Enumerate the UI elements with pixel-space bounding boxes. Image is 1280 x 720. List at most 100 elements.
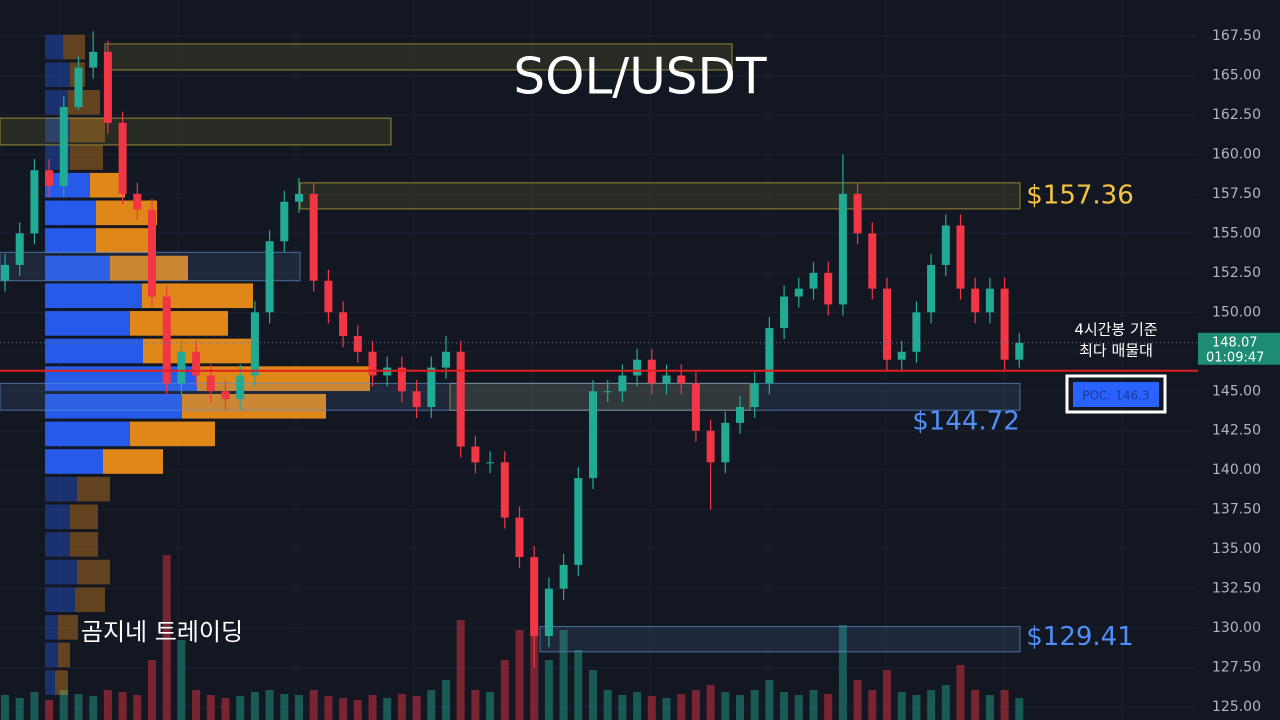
zone-label: $157.36 — [1026, 181, 1134, 211]
y-tick-label: 160.00 — [1212, 146, 1261, 162]
volume-bar — [706, 685, 715, 720]
volume-bar — [912, 695, 921, 720]
volume-bar — [309, 690, 318, 720]
volume-profile-down — [63, 34, 85, 60]
volume-bar — [265, 690, 274, 720]
candle-body — [515, 517, 524, 558]
candle-body — [706, 430, 715, 463]
candle-body — [868, 233, 877, 289]
volume-bar — [677, 694, 686, 720]
volume-bar — [221, 698, 230, 720]
volume-profile-up — [45, 642, 58, 668]
candle-body — [603, 391, 612, 393]
zone — [0, 117, 392, 146]
candle-body — [45, 170, 54, 186]
y-tick-label: 125.00 — [1212, 699, 1261, 715]
y-tick-label: 152.50 — [1212, 265, 1261, 281]
volume-bar — [1, 695, 9, 720]
candle-body — [559, 564, 568, 589]
volume-bar — [559, 630, 568, 720]
volume-profile-up — [45, 449, 103, 474]
candle-body — [89, 51, 98, 68]
candle-body — [794, 288, 803, 297]
volume-bar — [412, 696, 421, 720]
volume-bar — [838, 625, 847, 720]
volume-bar — [295, 695, 303, 720]
volume-bar — [883, 670, 891, 720]
volume-bar — [30, 692, 39, 720]
volume-profile-up — [45, 559, 77, 585]
candle-body — [133, 193, 142, 210]
last-price-tag — [1198, 332, 1280, 365]
zone-label: $129.41 — [1026, 622, 1134, 652]
watermark: 곰지네 트레이딩 — [81, 618, 243, 646]
y-tick-label: 137.50 — [1212, 502, 1261, 518]
y-tick-label: 127.50 — [1212, 660, 1261, 676]
volume-profile-down — [58, 615, 78, 640]
volume-profile-up — [45, 228, 96, 253]
candle-body — [339, 312, 348, 336]
volume-profile-down — [96, 228, 150, 253]
volume-bar — [736, 695, 744, 720]
candle-body — [721, 422, 730, 463]
candle-body — [103, 51, 112, 123]
volume-bar — [15, 698, 24, 720]
candle-body — [500, 462, 509, 518]
zone-label: $144.72 — [912, 407, 1020, 437]
candle-body — [765, 328, 774, 384]
volume-profile-down — [182, 393, 326, 419]
volume-bar — [544, 660, 553, 720]
volume-bar — [133, 695, 142, 720]
volume-bar — [236, 696, 245, 720]
volume-bar — [162, 555, 171, 720]
volume-profile-up — [45, 615, 58, 640]
candle-body — [30, 170, 39, 234]
volume-profile-down — [77, 476, 110, 502]
candle-body — [250, 312, 259, 376]
volume-bar — [1015, 698, 1024, 720]
volume-profile-down — [68, 90, 100, 115]
candle-body — [809, 272, 818, 289]
volume-profile-down — [130, 421, 215, 447]
volume-profile-up — [45, 532, 70, 557]
volume-bar — [353, 700, 362, 720]
candle-body — [956, 225, 965, 289]
y-tick-label: 165.00 — [1212, 67, 1261, 83]
candle-body — [442, 351, 450, 368]
candle-body — [353, 336, 362, 352]
volume-profile-down — [70, 117, 105, 143]
zone — [299, 182, 1021, 210]
y-tick-label: 162.50 — [1212, 107, 1261, 123]
volume-bar — [691, 690, 700, 720]
candle-body — [912, 312, 921, 352]
volume-profile-down — [77, 559, 110, 585]
volume-bar — [662, 698, 671, 720]
volume-bar — [515, 630, 524, 720]
candle-body — [206, 375, 215, 392]
volume-profile-down — [70, 145, 103, 170]
candle-body — [236, 375, 245, 400]
candle-body — [162, 296, 171, 384]
poc-box — [1073, 382, 1159, 407]
candle-body — [736, 407, 744, 423]
candle-body — [397, 367, 406, 392]
candle-body — [59, 107, 68, 186]
volume-bar — [897, 692, 906, 720]
volume-bar — [750, 690, 759, 720]
volume-profile-down — [142, 283, 253, 309]
volume-bar — [324, 696, 333, 720]
volume-profile-up — [45, 34, 63, 60]
volume-bar — [89, 696, 98, 720]
candle-body — [838, 193, 847, 305]
y-tick-label: 145.00 — [1212, 383, 1261, 399]
candle-body — [618, 375, 627, 392]
candle-body — [544, 588, 553, 636]
volume-profile-down — [70, 504, 98, 530]
volume-bar — [59, 690, 68, 720]
volume-bar — [927, 690, 936, 720]
candle-body — [427, 367, 436, 408]
volume-bar — [956, 665, 965, 720]
candle-body — [486, 462, 495, 464]
poc-label: POC: 146.3 — [1082, 389, 1149, 403]
volume-bar — [206, 695, 215, 720]
